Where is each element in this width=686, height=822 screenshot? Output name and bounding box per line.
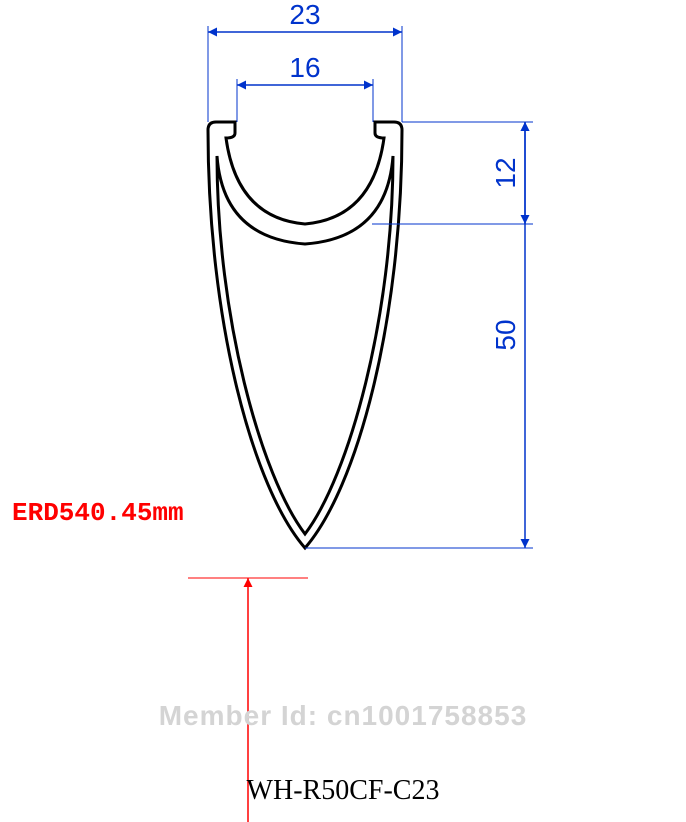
- svg-text:16: 16: [289, 52, 320, 83]
- svg-text:12: 12: [490, 157, 521, 188]
- rim-outer-profile: [208, 122, 402, 548]
- part-number-label: WH-R50CF-C23: [0, 775, 686, 807]
- rim-cross-section-drawing: 23 16 12 50: [0, 0, 686, 822]
- svg-text:23: 23: [289, 0, 320, 30]
- erd-label: ERD540.45mm: [12, 498, 184, 528]
- rim-inner-cavity: [217, 156, 393, 534]
- svg-text:50: 50: [490, 319, 521, 350]
